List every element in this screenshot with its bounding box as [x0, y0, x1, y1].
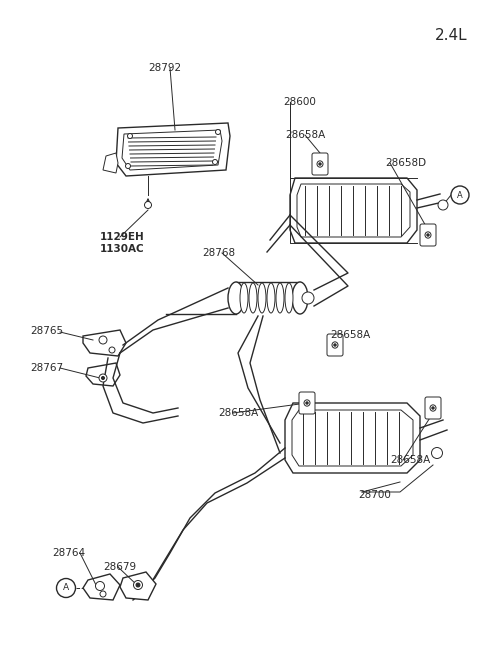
Text: 1129EH: 1129EH	[100, 232, 145, 242]
Text: 28765: 28765	[30, 326, 63, 336]
Circle shape	[213, 160, 217, 164]
Text: 1130AC: 1130AC	[100, 244, 144, 254]
Polygon shape	[116, 123, 230, 176]
Circle shape	[128, 134, 132, 138]
Ellipse shape	[267, 283, 275, 313]
FancyBboxPatch shape	[299, 392, 315, 414]
Ellipse shape	[276, 283, 284, 313]
Polygon shape	[103, 153, 118, 173]
FancyBboxPatch shape	[420, 224, 436, 246]
Text: 2.4L: 2.4L	[435, 28, 468, 43]
Text: 28658A: 28658A	[390, 455, 430, 465]
Polygon shape	[122, 130, 222, 170]
Circle shape	[101, 377, 105, 379]
Text: 28767: 28767	[30, 363, 63, 373]
Circle shape	[438, 200, 448, 210]
Polygon shape	[290, 178, 417, 243]
Ellipse shape	[258, 283, 266, 313]
Ellipse shape	[425, 232, 431, 238]
Text: 28792: 28792	[148, 63, 181, 73]
Ellipse shape	[228, 282, 244, 314]
FancyBboxPatch shape	[425, 397, 441, 419]
Circle shape	[100, 591, 106, 597]
FancyBboxPatch shape	[327, 334, 343, 356]
Ellipse shape	[332, 342, 338, 348]
Ellipse shape	[285, 283, 293, 313]
Polygon shape	[297, 184, 410, 237]
Text: 28658A: 28658A	[218, 408, 258, 418]
Circle shape	[109, 347, 115, 353]
Ellipse shape	[317, 161, 323, 167]
Text: 28768: 28768	[202, 248, 235, 258]
Text: 28600: 28600	[283, 97, 316, 107]
Polygon shape	[285, 403, 420, 473]
Text: 28658A: 28658A	[330, 330, 370, 340]
Circle shape	[432, 407, 434, 409]
Circle shape	[306, 402, 308, 404]
Polygon shape	[120, 572, 156, 600]
Ellipse shape	[249, 283, 257, 313]
Circle shape	[451, 186, 469, 204]
Text: 28700: 28700	[358, 490, 391, 500]
Text: 28658D: 28658D	[385, 158, 426, 168]
Circle shape	[432, 447, 443, 458]
Circle shape	[319, 163, 321, 165]
Polygon shape	[292, 410, 413, 466]
Circle shape	[216, 130, 220, 134]
Circle shape	[96, 582, 105, 591]
Ellipse shape	[292, 282, 308, 314]
Polygon shape	[86, 363, 120, 386]
Circle shape	[125, 164, 131, 168]
Ellipse shape	[304, 400, 310, 406]
Circle shape	[99, 374, 107, 382]
Circle shape	[144, 202, 152, 208]
Circle shape	[133, 580, 143, 590]
Circle shape	[334, 344, 336, 346]
Ellipse shape	[430, 405, 436, 411]
Ellipse shape	[240, 283, 248, 313]
Text: 28679: 28679	[103, 562, 136, 572]
Text: 28764: 28764	[52, 548, 85, 558]
Circle shape	[302, 292, 314, 304]
Polygon shape	[83, 330, 126, 356]
FancyBboxPatch shape	[312, 153, 328, 175]
Circle shape	[136, 583, 140, 587]
Text: 28658A: 28658A	[285, 130, 325, 140]
Circle shape	[57, 578, 75, 597]
Circle shape	[427, 234, 429, 236]
Circle shape	[99, 336, 107, 344]
Text: A: A	[457, 191, 463, 200]
Text: A: A	[63, 584, 69, 593]
Polygon shape	[83, 574, 120, 600]
